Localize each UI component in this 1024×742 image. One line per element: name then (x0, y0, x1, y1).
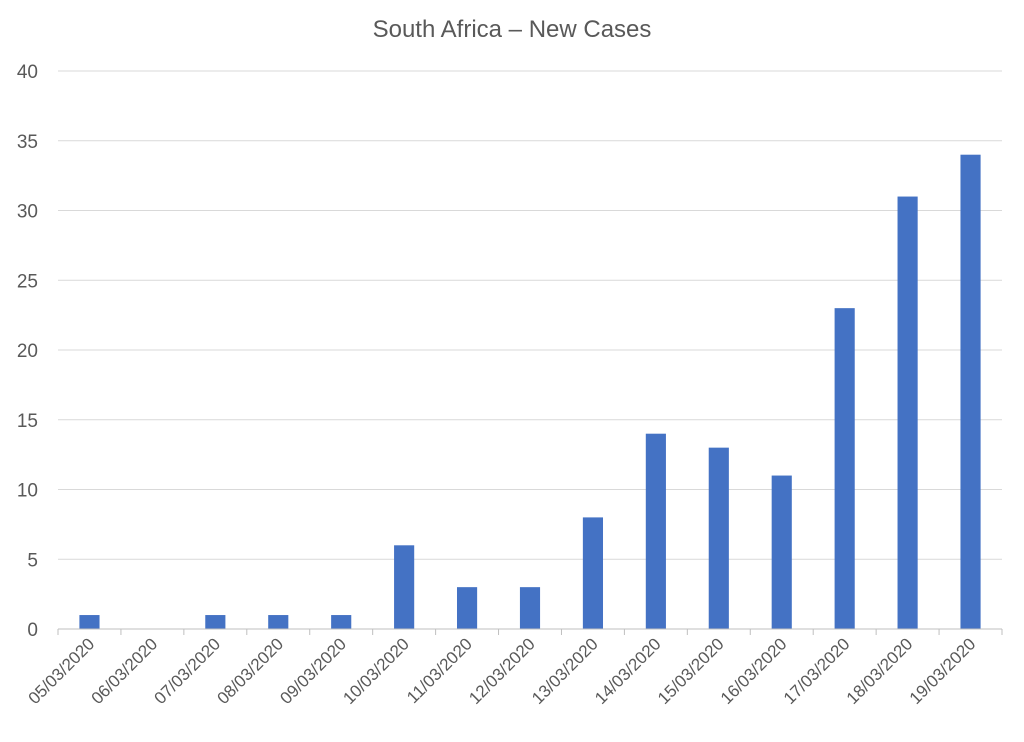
bar (960, 154, 981, 629)
bar (79, 615, 100, 629)
y-tick-label: 5 (27, 550, 38, 571)
x-tick-label: 16/03/2020 (717, 634, 791, 708)
bar (456, 587, 478, 629)
x-tick-label: 07/03/2020 (151, 634, 225, 708)
bar (331, 615, 352, 629)
x-tick-label: 14/03/2020 (591, 634, 665, 708)
gridlines (58, 70, 1002, 560)
y-tick-label: 10 (17, 481, 38, 502)
bar (708, 447, 729, 629)
bar (394, 545, 415, 629)
y-tick-label: 35 (17, 132, 38, 153)
x-tick-label: 15/03/2020 (654, 634, 728, 708)
y-axis-ticks: 0 5 10 15 20 25 30 35 40 (17, 62, 38, 641)
bar (519, 587, 541, 629)
y-tick-label: 30 (17, 202, 38, 223)
y-tick-label: 40 (17, 62, 38, 83)
y-tick-label: 25 (17, 271, 38, 292)
bar (205, 615, 226, 629)
bar (771, 475, 792, 629)
y-tick-label: 15 (17, 411, 38, 432)
x-tick-label: 12/03/2020 (465, 634, 539, 708)
bar (897, 196, 918, 630)
x-axis-ticks: 05/03/202006/03/202007/03/202008/03/2020… (25, 629, 1003, 708)
x-tick-label: 06/03/2020 (88, 634, 162, 708)
x-tick-label: 09/03/2020 (276, 634, 350, 708)
bar (645, 433, 666, 629)
x-tick-label: 13/03/2020 (528, 634, 602, 708)
y-tick-label: 20 (17, 341, 38, 362)
chart-title: South Africa – New Cases (373, 16, 652, 43)
x-tick-label: 10/03/2020 (339, 634, 413, 708)
bars (79, 154, 981, 630)
bar (834, 308, 855, 629)
x-tick-label: 05/03/2020 (25, 634, 99, 708)
x-tick-label: 08/03/2020 (213, 634, 287, 708)
x-tick-label: 19/03/2020 (906, 634, 980, 708)
x-tick-label: 18/03/2020 (843, 634, 917, 708)
bar (268, 615, 289, 629)
y-tick-label: 0 (27, 620, 38, 641)
bar (582, 517, 604, 629)
x-tick-label: 17/03/2020 (780, 634, 854, 708)
x-tick-label: 11/03/2020 (403, 634, 476, 707)
